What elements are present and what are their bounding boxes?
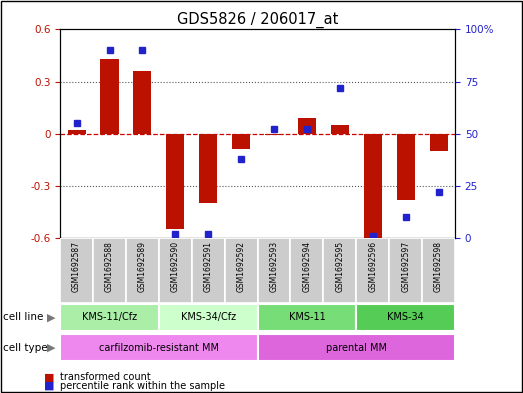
Text: ■: ■ bbox=[44, 381, 55, 391]
Bar bbox=[199, 134, 217, 203]
Text: KMS-34: KMS-34 bbox=[387, 312, 424, 322]
Text: GSM1692597: GSM1692597 bbox=[401, 241, 410, 292]
Bar bbox=[192, 238, 225, 303]
Bar bbox=[159, 304, 257, 331]
Bar bbox=[356, 238, 389, 303]
Text: cell type: cell type bbox=[3, 343, 47, 353]
Bar bbox=[363, 134, 382, 238]
Text: GSM1692592: GSM1692592 bbox=[236, 241, 246, 292]
Text: ▶: ▶ bbox=[47, 312, 55, 322]
Text: cell line: cell line bbox=[3, 312, 43, 322]
Text: GSM1692596: GSM1692596 bbox=[368, 241, 377, 292]
Text: KMS-11/Cfz: KMS-11/Cfz bbox=[82, 312, 137, 322]
Text: GSM1692595: GSM1692595 bbox=[335, 241, 344, 292]
Text: GSM1692590: GSM1692590 bbox=[171, 241, 180, 292]
Bar bbox=[396, 134, 415, 200]
Text: ■: ■ bbox=[44, 372, 55, 382]
Bar bbox=[166, 134, 185, 229]
Text: GSM1692589: GSM1692589 bbox=[138, 241, 147, 292]
Bar bbox=[257, 304, 356, 331]
Text: GSM1692593: GSM1692593 bbox=[269, 241, 279, 292]
Text: GSM1692594: GSM1692594 bbox=[302, 241, 311, 292]
Bar bbox=[429, 134, 448, 151]
Bar bbox=[265, 134, 283, 135]
Text: percentile rank within the sample: percentile rank within the sample bbox=[60, 381, 225, 391]
Bar bbox=[133, 71, 152, 134]
Text: carfilzomib-resistant MM: carfilzomib-resistant MM bbox=[99, 343, 219, 353]
Text: GSM1692587: GSM1692587 bbox=[72, 241, 81, 292]
Bar bbox=[67, 130, 86, 134]
Bar bbox=[225, 238, 257, 303]
Text: KMS-11: KMS-11 bbox=[289, 312, 325, 322]
Bar bbox=[60, 304, 159, 331]
Bar bbox=[257, 238, 290, 303]
Bar bbox=[331, 125, 349, 134]
Bar bbox=[93, 238, 126, 303]
Bar bbox=[257, 334, 455, 361]
Bar bbox=[290, 238, 323, 303]
Text: GSM1692588: GSM1692588 bbox=[105, 241, 114, 292]
Bar bbox=[356, 304, 455, 331]
Text: GSM1692598: GSM1692598 bbox=[434, 241, 443, 292]
Bar bbox=[100, 59, 119, 134]
Text: parental MM: parental MM bbox=[326, 343, 387, 353]
Bar bbox=[60, 334, 257, 361]
Text: GSM1692591: GSM1692591 bbox=[204, 241, 213, 292]
Text: ▶: ▶ bbox=[47, 343, 55, 353]
Bar bbox=[60, 238, 93, 303]
Title: GDS5826 / 206017_at: GDS5826 / 206017_at bbox=[177, 12, 338, 28]
Bar bbox=[422, 238, 455, 303]
Bar bbox=[323, 238, 356, 303]
Bar bbox=[159, 238, 192, 303]
Bar bbox=[232, 134, 250, 149]
Bar bbox=[298, 118, 316, 134]
Text: KMS-34/Cfz: KMS-34/Cfz bbox=[180, 312, 236, 322]
Text: transformed count: transformed count bbox=[60, 372, 151, 382]
Bar bbox=[126, 238, 159, 303]
Bar bbox=[389, 238, 422, 303]
